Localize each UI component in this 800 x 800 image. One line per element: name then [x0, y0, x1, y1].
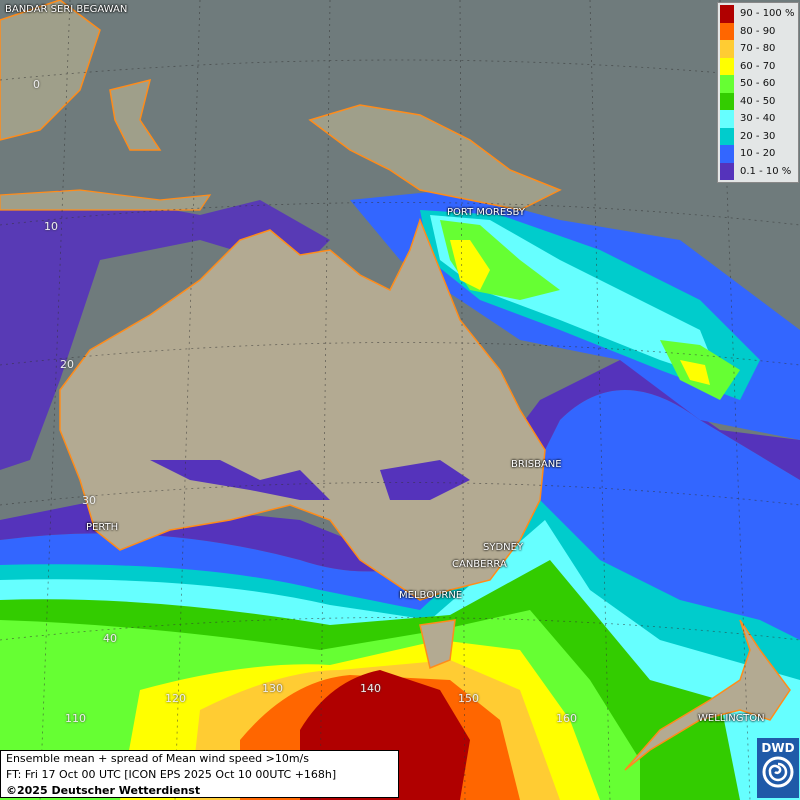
- legend-label: 30 - 40: [740, 113, 776, 125]
- city-label: MELBOURNE: [399, 590, 463, 601]
- lon-label: 110: [65, 712, 86, 725]
- legend-swatch: [720, 127, 734, 145]
- legend-swatch: [720, 145, 734, 163]
- legend-label: 20 - 30: [740, 130, 776, 142]
- legend-swatch: [720, 162, 734, 180]
- lat-label: 30: [82, 494, 96, 507]
- legend-label: 80 - 90: [740, 25, 776, 37]
- lat-label: 40: [103, 632, 117, 645]
- legend-swatch: [720, 5, 734, 23]
- new-guinea: [308, 104, 562, 211]
- city-label: WELLINGTON: [698, 713, 765, 724]
- dwd-logo-text: DWD: [761, 741, 795, 755]
- legend-item: 80 - 90: [718, 22, 798, 40]
- legend-item: 50 - 60: [718, 75, 798, 93]
- lon-label: 160: [556, 712, 577, 725]
- city-label: PERTH: [86, 522, 119, 533]
- lat-label: 0: [33, 78, 40, 91]
- australia-landmass: [59, 217, 546, 601]
- legend-swatch: [720, 110, 734, 128]
- dwd-logo: DWD: [757, 738, 799, 798]
- legend-item: 20 - 30: [718, 127, 798, 145]
- lat-label: 20: [60, 358, 74, 371]
- city-label: SYDNEY: [483, 542, 524, 553]
- legend-item: 30 - 40: [718, 110, 798, 128]
- lon-label: 130: [262, 682, 283, 695]
- legend-item: 60 - 70: [718, 57, 798, 75]
- lon-label: 150: [458, 692, 479, 705]
- legend-swatch: [720, 75, 734, 93]
- legend-label: 70 - 80: [740, 43, 776, 55]
- city-label: PORT MORESBY: [447, 207, 525, 218]
- legend-swatch: [720, 57, 734, 75]
- legend-swatch: [720, 92, 734, 110]
- info-copyright: ©2025 Deutscher Wetterdienst: [6, 784, 201, 797]
- lon-label: 120: [165, 692, 186, 705]
- lat-label: 10: [44, 220, 58, 233]
- swirl-icon: [762, 756, 794, 788]
- tasmania: [419, 619, 456, 670]
- legend-label: 40 - 50: [740, 95, 776, 107]
- legend-label: 50 - 60: [740, 78, 776, 90]
- legend-swatch: [720, 40, 734, 58]
- legend-label: 0.1 - 10 %: [740, 165, 792, 177]
- legend-item: 0.1 - 10 %: [718, 162, 798, 180]
- info-box: Ensemble mean + spread of Mean wind spee…: [0, 750, 399, 798]
- city-label: BANDAR SERI BEGAWAN: [5, 4, 128, 15]
- legend-label: 10 - 20: [740, 148, 776, 160]
- legend-item: 10 - 20: [718, 145, 798, 163]
- legend-label: 90 - 100 %: [740, 8, 795, 20]
- legend: 90 - 100 % 80 - 90 70 - 80 60 - 70 50 - 60 40…: [717, 2, 799, 183]
- legend-item: 40 - 50: [718, 92, 798, 110]
- city-label: BRISBANE: [511, 459, 562, 470]
- new-zealand: [624, 619, 791, 771]
- legend-swatch: [720, 22, 734, 40]
- legend-item: 70 - 80: [718, 40, 798, 58]
- lon-label: 140: [360, 682, 381, 695]
- info-forecast-time: FT: Fri 17 Oct 00 UTC [ICON EPS 2025 Oct…: [6, 768, 337, 781]
- legend-label: 60 - 70: [740, 60, 776, 72]
- info-title: Ensemble mean + spread of Mean wind spee…: [6, 752, 309, 765]
- borneo: [0, 0, 101, 141]
- legend-item: 90 - 100 %: [718, 5, 798, 23]
- city-label: CANBERRA: [452, 559, 507, 570]
